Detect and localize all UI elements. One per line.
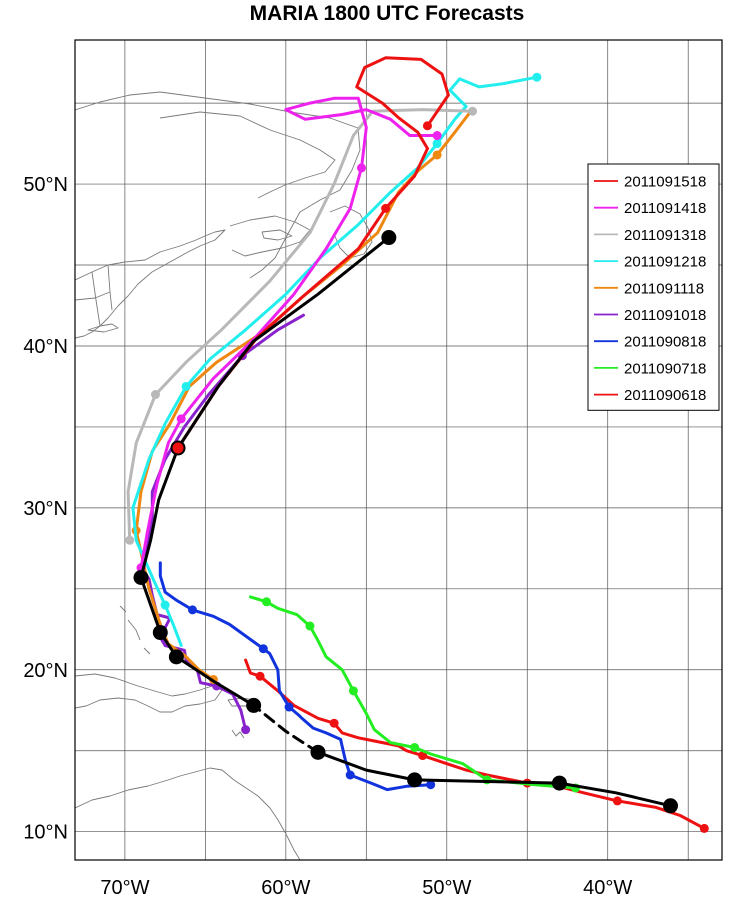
coastlines xyxy=(75,91,373,860)
best-track-point xyxy=(133,569,149,585)
track-line xyxy=(139,96,439,570)
coastline-nova-scotia xyxy=(229,215,311,257)
x-tick-label: 50°W xyxy=(422,877,471,899)
track-point xyxy=(329,718,339,728)
best-track-point xyxy=(168,649,184,665)
track-point xyxy=(356,163,366,173)
best-track-point xyxy=(381,230,397,246)
track-point xyxy=(187,605,197,615)
coastline-long-island xyxy=(87,323,119,333)
track-line xyxy=(176,56,450,450)
best-track-point xyxy=(246,697,262,713)
track-point xyxy=(410,742,420,752)
track-point xyxy=(262,597,272,607)
track-point xyxy=(432,139,442,149)
track-point xyxy=(150,390,160,400)
axis-tick-labels: 70°W 60°W 50°W 40°W 10°N 20°N 30°N 40°N 50°N xyxy=(23,174,632,899)
forecast-track-2011091218 xyxy=(131,72,542,647)
legend-label: 2011090718 xyxy=(624,360,706,377)
coastline-bahamas xyxy=(119,605,151,655)
best-track-line xyxy=(316,750,672,808)
y-tick-label: 30°N xyxy=(23,498,68,520)
track-point xyxy=(612,796,622,806)
legend-label: 2011091018 xyxy=(624,307,706,324)
track-point xyxy=(468,106,478,116)
best-track-point xyxy=(310,744,326,760)
track-line xyxy=(244,658,706,830)
y-tick-label: 20°N xyxy=(23,660,68,682)
coastline-state-lines xyxy=(75,264,113,327)
track-point xyxy=(241,725,251,735)
best-track-point xyxy=(152,625,168,641)
y-tick-label: 10°N xyxy=(23,822,68,844)
forecast-track-2011091518 xyxy=(176,56,450,450)
coastline-gulf-stlawrence xyxy=(159,111,336,199)
track-point xyxy=(284,702,294,712)
track-line xyxy=(131,75,539,647)
track-point xyxy=(699,823,709,833)
track-point xyxy=(345,770,355,780)
track-point xyxy=(432,131,442,141)
best-track xyxy=(133,230,678,814)
coastline-antilles xyxy=(231,729,245,739)
x-tick-label: 60°W xyxy=(261,877,310,899)
track-point xyxy=(255,671,265,681)
legend-label: 2011091518 xyxy=(624,174,706,191)
legend-label: 2011091318 xyxy=(624,227,706,244)
track-point xyxy=(125,535,135,545)
y-tick-label: 50°N xyxy=(23,174,68,196)
forecast-track-2011090618 xyxy=(244,658,709,833)
track-point xyxy=(176,414,186,424)
forecast-track-2011090818 xyxy=(158,561,436,792)
plot-border xyxy=(74,39,723,861)
legend: 2011091518 2011091418 2011091318 2011091218… xyxy=(587,163,720,411)
y-tick-label: 40°N xyxy=(23,336,68,358)
coastline-south-america xyxy=(75,767,301,860)
track-point xyxy=(418,751,428,761)
track-point xyxy=(381,203,391,213)
track-point xyxy=(258,644,268,654)
legend-label: 2011091218 xyxy=(624,254,706,271)
track-point xyxy=(432,150,442,160)
coastline-new-england xyxy=(75,229,226,339)
track-line xyxy=(248,595,577,790)
best-track-dashed xyxy=(252,703,320,754)
best-track-point xyxy=(551,775,567,791)
track-point xyxy=(305,621,315,631)
legend-label: 2011091118 xyxy=(624,280,704,297)
legend-label: 2011090618 xyxy=(624,387,706,404)
chart-title: MARIA 1800 UTC Forecasts xyxy=(250,2,525,25)
coastline-pei xyxy=(261,229,293,241)
track-point xyxy=(181,381,191,391)
x-tick-label: 40°W xyxy=(583,877,632,899)
coastline-canada xyxy=(75,91,361,279)
coastline-hispaniola-cuba xyxy=(75,673,223,713)
track-point xyxy=(422,121,432,131)
x-tick-label: 70°W xyxy=(100,877,149,899)
legend-label: 2011091418 xyxy=(624,200,706,217)
track-point xyxy=(348,686,358,696)
track-point xyxy=(160,600,170,610)
best-track-point xyxy=(662,798,678,814)
best-track-point xyxy=(407,772,423,788)
legend-label: 2011090818 xyxy=(624,334,706,351)
track-point xyxy=(532,72,542,82)
track-point xyxy=(426,780,436,790)
forecast-tracks xyxy=(125,56,709,833)
best-track-point-current xyxy=(172,442,184,454)
